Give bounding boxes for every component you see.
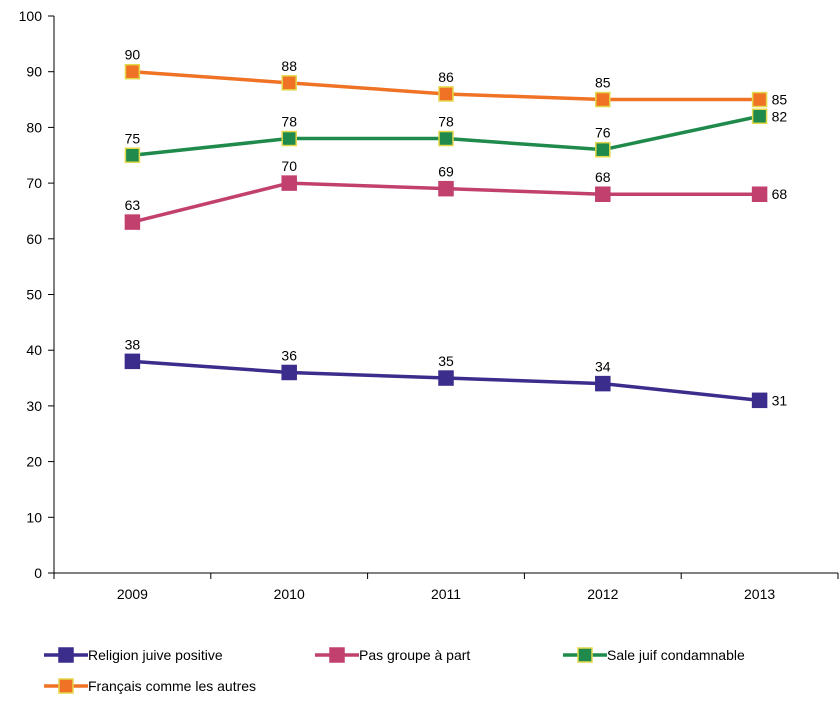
data-point [751, 392, 768, 409]
legend-item: Sale juif condamnable [563, 647, 745, 663]
data-point [751, 108, 768, 125]
data-label: 76 [595, 125, 611, 141]
data-point [124, 147, 141, 163]
data-point [281, 75, 297, 91]
legend-swatch-marker [58, 647, 74, 663]
y-ticks: 0 10 20 30 40 50 60 70 80 90 100 [19, 8, 54, 581]
data-point [281, 130, 297, 147]
data-label: 34 [595, 359, 611, 375]
data-label: 35 [438, 353, 454, 369]
series-layer [124, 63, 768, 409]
x-tick-label: 2013 [744, 586, 775, 602]
data-point [124, 63, 141, 80]
legend-item: Pas groupe à part [315, 647, 470, 663]
y-tick-label: 50 [26, 287, 42, 303]
y-tick-label: 40 [26, 342, 42, 358]
data-label: 88 [281, 58, 297, 74]
data-label: 78 [281, 114, 297, 130]
data-point [124, 353, 141, 370]
data-label: 63 [125, 197, 141, 213]
data-label: 85 [595, 75, 611, 91]
data-point [438, 180, 454, 197]
y-tick-label: 0 [34, 565, 42, 581]
data-label: 78 [438, 114, 454, 130]
data-point [438, 130, 454, 147]
y-tick-label: 60 [26, 231, 42, 247]
data-label: 82 [772, 108, 788, 124]
data-label: 68 [595, 169, 611, 185]
data-label: 90 [125, 47, 141, 63]
y-tick-label: 90 [26, 64, 42, 80]
data-label: 70 [281, 158, 297, 174]
y-tick-label: 30 [26, 398, 42, 414]
data-label: 85 [772, 92, 788, 108]
x-tick-label: 2010 [274, 586, 305, 602]
y-tick-label: 70 [26, 175, 42, 191]
legend-label: Sale juif condamnable [607, 647, 745, 663]
data-point [438, 370, 454, 386]
y-tick-label: 100 [19, 8, 43, 24]
legend: Religion juive positive Pas groupe à part… [44, 647, 745, 694]
data-point [595, 141, 611, 158]
legend-swatch-marker [58, 678, 74, 694]
data-point [595, 375, 611, 392]
data-labels: 38 36 35 34 31 63 70 69 68 68 75 78 78 76 82 90 88 86 85 85 [125, 47, 788, 409]
data-label: 36 [281, 347, 297, 363]
data-point [281, 175, 297, 191]
legend-swatch-marker [577, 647, 593, 663]
legend-item: Français comme les autres [44, 678, 256, 694]
data-label: 31 [772, 392, 788, 408]
legend-label: Pas groupe à part [359, 647, 470, 663]
data-point [751, 186, 768, 202]
data-label: 68 [772, 186, 788, 202]
y-tick-label: 10 [26, 509, 42, 525]
data-point [281, 364, 297, 381]
x-tick-label: 2012 [587, 586, 618, 602]
data-label: 75 [125, 130, 141, 146]
data-point [751, 91, 768, 108]
y-tick-label: 80 [26, 119, 42, 135]
x-ticks: 2009 2010 2011 2012 2013 [53, 573, 839, 602]
data-point [595, 91, 611, 108]
data-point [595, 186, 611, 202]
legend-label: Religion juive positive [88, 647, 223, 663]
x-tick-label: 2009 [117, 586, 148, 602]
legend-swatch-marker [329, 647, 345, 663]
data-point [438, 86, 454, 102]
y-tick-label: 20 [26, 454, 42, 470]
data-label: 86 [438, 69, 454, 85]
data-label: 38 [125, 336, 141, 352]
legend-item: Religion juive positive [44, 647, 223, 663]
legend-label: Français comme les autres [88, 678, 256, 694]
data-point [124, 214, 141, 230]
data-label: 69 [438, 164, 454, 180]
x-tick-label: 2011 [431, 586, 461, 602]
